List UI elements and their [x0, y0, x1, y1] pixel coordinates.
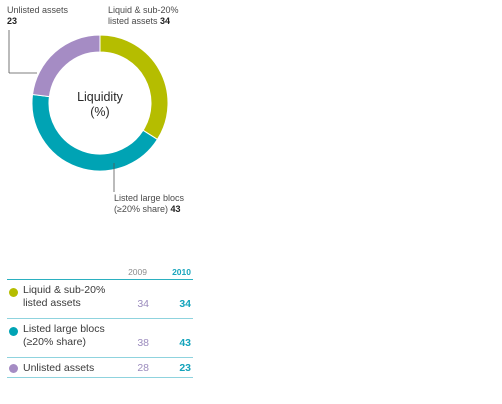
- donut-chart: Liquid & sub-20% listed assets 34 Unlist…: [7, 5, 185, 214]
- callout-blocs-line1: Listed large blocs: [114, 193, 185, 203]
- table-row-liquid: Liquid & sub-20% listed assets 34 34: [7, 280, 193, 319]
- swatch-unlisted: [9, 364, 18, 373]
- callout-liquid-line2-text: listed assets: [108, 16, 158, 26]
- callout-liquid-line2: listed assets 34: [108, 16, 170, 26]
- row-label-blocs-line2: (≥20% share): [23, 336, 86, 348]
- row-label-blocs: Listed large blocs (≥20% share): [23, 323, 105, 349]
- swatch-liquid: [9, 288, 18, 297]
- header-2009: 2009: [128, 267, 147, 277]
- callout-blocs-value: 43: [170, 204, 180, 214]
- value-2009-blocs: 38: [137, 337, 149, 349]
- row-label-liquid: Liquid & sub-20% listed assets: [23, 284, 105, 310]
- row-label-unlisted: Unlisted assets: [23, 362, 95, 374]
- callout-unlisted-line1: Unlisted assets: [7, 5, 69, 15]
- value-2010-liquid: 34: [179, 298, 191, 310]
- value-2009-unlisted: 28: [137, 362, 149, 374]
- donut-slice-liquid: [99, 34, 169, 141]
- table-header: 2009 2010: [7, 265, 193, 280]
- table-row-unlisted: Unlisted assets 28 23: [7, 358, 193, 378]
- value-2010-blocs: 43: [179, 337, 191, 349]
- header-2010: 2010: [172, 267, 191, 277]
- row-label-blocs-line1: Listed large blocs: [23, 323, 105, 335]
- row-label-liquid-line2: listed assets: [23, 297, 81, 309]
- callout-liquid-line1: Liquid & sub-20%: [108, 5, 179, 15]
- value-2010-unlisted: 23: [179, 362, 191, 374]
- table-row-blocs: Listed large blocs (≥20% share) 38 43: [7, 319, 193, 358]
- center-title: Liquidity: [77, 90, 124, 104]
- callout-liquid-value: 34: [160, 16, 170, 26]
- legend-table: 2009 2010 Liquid & sub-20% listed assets …: [7, 265, 193, 378]
- swatch-blocs: [9, 327, 18, 336]
- callout-blocs-line2-text: (≥20% share): [114, 204, 168, 214]
- callout-blocs-line2: (≥20% share) 43: [114, 204, 181, 214]
- donut-slice-unlisted: [31, 34, 101, 98]
- callout-unlisted-value: 23: [7, 16, 17, 26]
- row-label-liquid-line1: Liquid & sub-20%: [23, 284, 106, 296]
- center-subtitle: (%): [90, 105, 109, 119]
- value-2009-liquid: 34: [137, 298, 149, 310]
